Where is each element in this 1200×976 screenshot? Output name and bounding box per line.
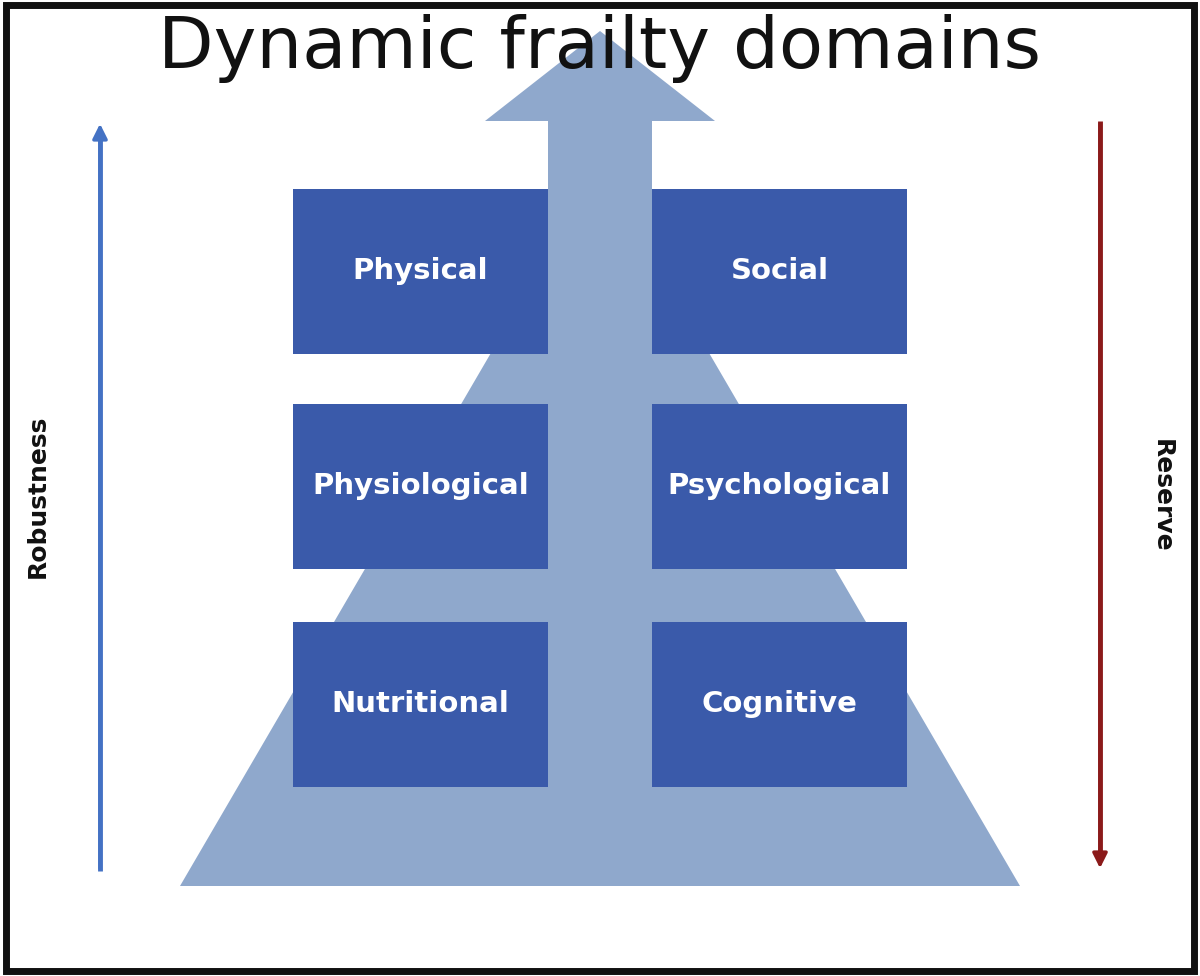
Text: Psychological: Psychological: [668, 472, 892, 500]
Text: Nutritional: Nutritional: [331, 690, 510, 718]
Text: Cognitive: Cognitive: [702, 690, 858, 718]
FancyBboxPatch shape: [652, 403, 907, 568]
Text: Social: Social: [731, 257, 828, 285]
Text: Robustness: Robustness: [26, 415, 50, 578]
Text: Physiological: Physiological: [312, 472, 529, 500]
FancyBboxPatch shape: [293, 188, 548, 353]
FancyBboxPatch shape: [293, 403, 548, 568]
FancyBboxPatch shape: [652, 188, 907, 353]
Text: Physical: Physical: [353, 257, 488, 285]
Polygon shape: [485, 31, 715, 886]
Text: Reserve: Reserve: [1150, 439, 1174, 552]
FancyBboxPatch shape: [293, 622, 548, 787]
Text: Dynamic frailty domains: Dynamic frailty domains: [158, 14, 1042, 83]
Polygon shape: [180, 166, 1020, 886]
FancyBboxPatch shape: [652, 622, 907, 787]
